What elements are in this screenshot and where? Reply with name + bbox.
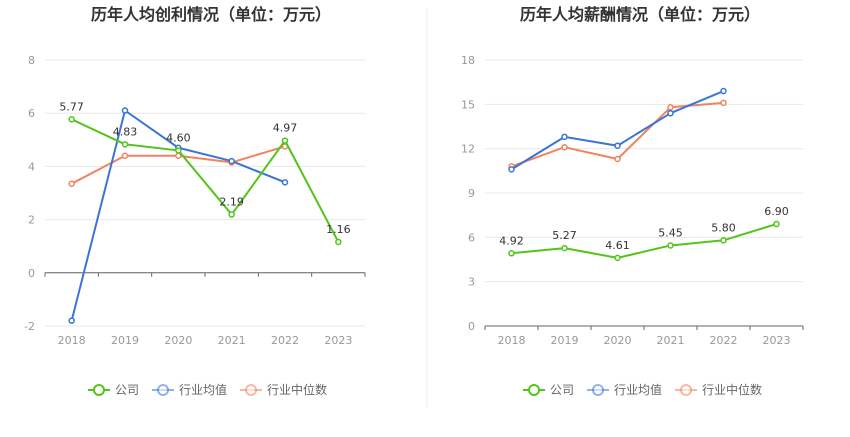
- data-point: [228, 211, 235, 218]
- y-tick-label: 6: [468, 231, 475, 244]
- x-tick-label: 2023: [324, 334, 352, 347]
- data-point: [614, 142, 621, 149]
- data-point: [720, 87, 727, 95]
- data-point: [335, 238, 342, 246]
- data-point: [68, 180, 75, 187]
- y-tick-label: 0: [28, 267, 35, 280]
- y-tick-label: 15: [461, 98, 475, 111]
- chart-panel-2: 历年人均薪酬情况（单位：万元） 0 3 6 9 12 15 18 2018 2019 2020 202…: [461, 5, 804, 397]
- y-tick-label: -2: [24, 320, 35, 333]
- y-tick-label: 6: [28, 107, 35, 120]
- data-point: [281, 179, 289, 186]
- legend-item-2: 行业均值: [587, 382, 662, 397]
- x-tick-label: 2018: [498, 334, 526, 347]
- data-point: [614, 254, 621, 262]
- chart-title: 历年人均薪酬情况（单位：万元）: [520, 5, 760, 24]
- x-tick-label: 2021: [218, 334, 246, 347]
- data-point: [508, 166, 515, 173]
- legend-marker: [157, 384, 169, 396]
- legend-label: 公司: [115, 383, 139, 397]
- data-label: 4.61: [605, 239, 630, 252]
- y-tick-label: 18: [461, 54, 475, 67]
- legend-label: 公司: [550, 383, 574, 397]
- x-tick-label: 2022: [271, 334, 299, 347]
- data-label: 4.92: [499, 234, 524, 247]
- data-point: [773, 220, 780, 228]
- data-point: [667, 242, 674, 249]
- legend-marker: [592, 384, 604, 396]
- y-tick-label: 4: [28, 160, 35, 173]
- legend-marker: [245, 384, 257, 396]
- y-tick-label: 8: [28, 54, 35, 67]
- y-tick-label: 0: [468, 320, 475, 333]
- x-tick-label: 2023: [763, 334, 791, 347]
- data-point: [561, 143, 568, 151]
- legend-marker: [93, 384, 105, 396]
- legend-label: 行业中位数: [267, 382, 327, 397]
- data-label: 6.90: [764, 205, 789, 218]
- legend-label: 行业均值: [179, 382, 227, 397]
- data-point: [667, 109, 674, 117]
- data-point: [228, 157, 235, 165]
- data-point: [68, 116, 75, 123]
- data-point: [614, 155, 621, 163]
- series-line-1: [511, 223, 777, 259]
- data-point: [121, 152, 129, 160]
- x-tick-label: 2019: [551, 334, 579, 347]
- data-label: 4.97: [273, 122, 298, 135]
- data-point: [561, 133, 568, 141]
- y-tick-label: 3: [468, 276, 475, 289]
- legend-item-3: 行业中位数: [240, 382, 327, 397]
- legend-item-1: 公司: [523, 383, 574, 397]
- x-tick-label: 2021: [657, 334, 685, 347]
- legend-label: 行业均值: [614, 382, 662, 397]
- x-tick-label: 2018: [58, 334, 86, 347]
- data-point: [68, 317, 75, 324]
- data-label: 4.83: [113, 125, 138, 138]
- y-tick-label: 12: [461, 143, 475, 156]
- data-label: 2.19: [219, 196, 244, 209]
- legend-item-3: 行业中位数: [675, 382, 762, 397]
- data-point: [121, 107, 129, 114]
- x-tick-label: 2020: [604, 334, 632, 347]
- y-tick-label: 2: [28, 214, 35, 227]
- chart-panel-1: 历年人均创利情况（单位：万元） -2 0 2 4 6 8 2018 2019 2020 2021 20…: [24, 5, 366, 397]
- chart-title: 历年人均创利情况（单位：万元）: [91, 5, 331, 24]
- x-tick-label: 2020: [164, 334, 192, 347]
- legend-item-2: 行业均值: [152, 382, 227, 397]
- data-point: [175, 147, 182, 154]
- data-label: 5.77: [59, 100, 84, 113]
- data-label: 4.60: [166, 131, 191, 144]
- data-label: 5.27: [552, 229, 577, 242]
- legend-marker: [680, 384, 692, 396]
- legend-item-1: 公司: [88, 383, 139, 397]
- y-tick-label: 9: [468, 187, 475, 200]
- data-point: [720, 99, 727, 107]
- data-point: [508, 250, 515, 257]
- data-point: [667, 104, 674, 111]
- data-point: [720, 237, 727, 244]
- x-tick-label: 2019: [111, 334, 139, 347]
- series-line-1: [71, 118, 340, 243]
- legend-marker: [528, 384, 540, 396]
- data-label: 5.80: [711, 221, 736, 234]
- data-point: [281, 137, 289, 144]
- data-point: [121, 141, 129, 148]
- data-point: [561, 244, 568, 252]
- x-tick-label: 2022: [710, 334, 738, 347]
- data-label: 1.16: [326, 223, 351, 236]
- data-label: 5.45: [658, 226, 683, 239]
- legend-label: 行业中位数: [702, 382, 762, 397]
